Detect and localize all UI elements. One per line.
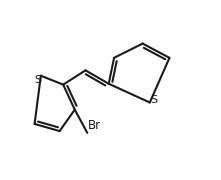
Text: S: S [34, 75, 41, 85]
Text: S: S [150, 95, 157, 105]
Text: Br: Br [88, 119, 101, 132]
